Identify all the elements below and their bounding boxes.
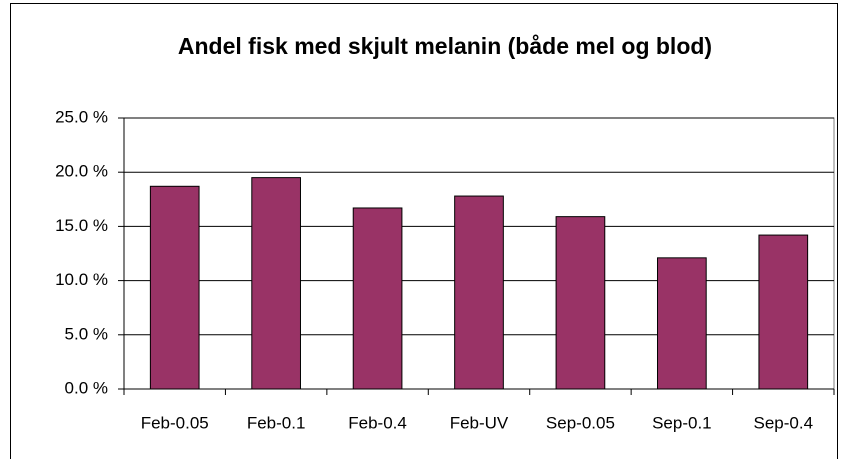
- bar: [657, 257, 707, 390]
- x-tick-label: Feb-0.1: [247, 413, 306, 432]
- y-tick-label: 15.0 %: [55, 216, 108, 235]
- x-tick-label: Feb-0.05: [141, 413, 209, 432]
- bar: [352, 207, 403, 390]
- chart-frame: [10, 3, 838, 459]
- x-tick-label: Sep-0.4: [754, 413, 814, 432]
- y-tick-label: 25.0 %: [55, 107, 108, 126]
- chart-title: Andel fisk med skjult melanin (både mel …: [178, 33, 712, 59]
- x-tick-label: Feb-0.4: [348, 413, 407, 432]
- y-tick-label: 5.0 %: [65, 324, 108, 343]
- bar: [251, 177, 301, 390]
- x-tick-label: Feb-UV: [450, 413, 509, 432]
- x-tick-label: Sep-0.1: [652, 413, 712, 432]
- y-tick-label: 0.0 %: [65, 378, 108, 397]
- bar: [555, 216, 606, 390]
- y-tick-label: 20.0 %: [55, 162, 108, 181]
- bar: [454, 195, 504, 390]
- bar: [758, 234, 809, 390]
- bar: [149, 185, 200, 390]
- y-tick-label: 10.0 %: [55, 270, 108, 289]
- x-tick-label: Sep-0.05: [546, 413, 615, 432]
